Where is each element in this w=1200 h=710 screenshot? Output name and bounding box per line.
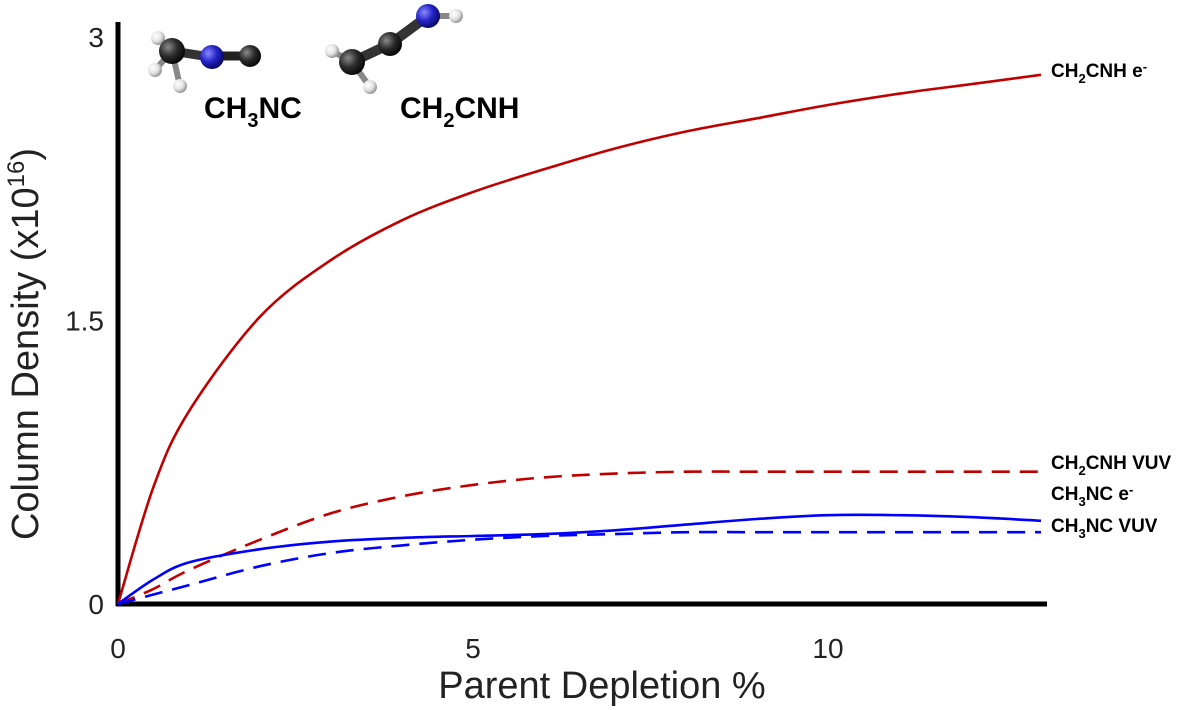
series-line-ch2cnh-e [116,73,1042,605]
series-line-ch2cnh-vuv [117,470,1041,606]
ch3nc-molecule-model [148,31,261,93]
ch2cnh-molecule-label: CH2CNH [400,92,519,132]
ch3nc-molecule-label: CH3NC [204,92,302,132]
y-tick-label: 1.5 [65,306,104,337]
series-line-ch3nc-vuv [117,530,1041,606]
series-label-ch2cnh-e: CH2CNH e- [1051,59,1147,86]
y-tick-label: 3 [88,22,104,53]
plot-area [116,73,1042,606]
series-line-ch3nc-e [117,513,1042,606]
y-tick-label: 0 [88,589,104,620]
x-tick-label: 0 [110,633,126,664]
x-tick-label: 10 [812,633,843,664]
x-axis-title: Parent Depletion % [438,665,765,707]
series-label-ch3nc-e: CH3NC e- [1051,482,1133,509]
y-axis-title: Column Density (x1016) [3,148,47,540]
ch2cnh-molecule-model [325,4,463,94]
x-tick-label: 5 [465,633,481,664]
series-label-ch3nc-vuv: CH3NC VUV [1051,516,1158,541]
series-label-ch2cnh-vuv: CH2CNH VUV [1051,453,1172,478]
